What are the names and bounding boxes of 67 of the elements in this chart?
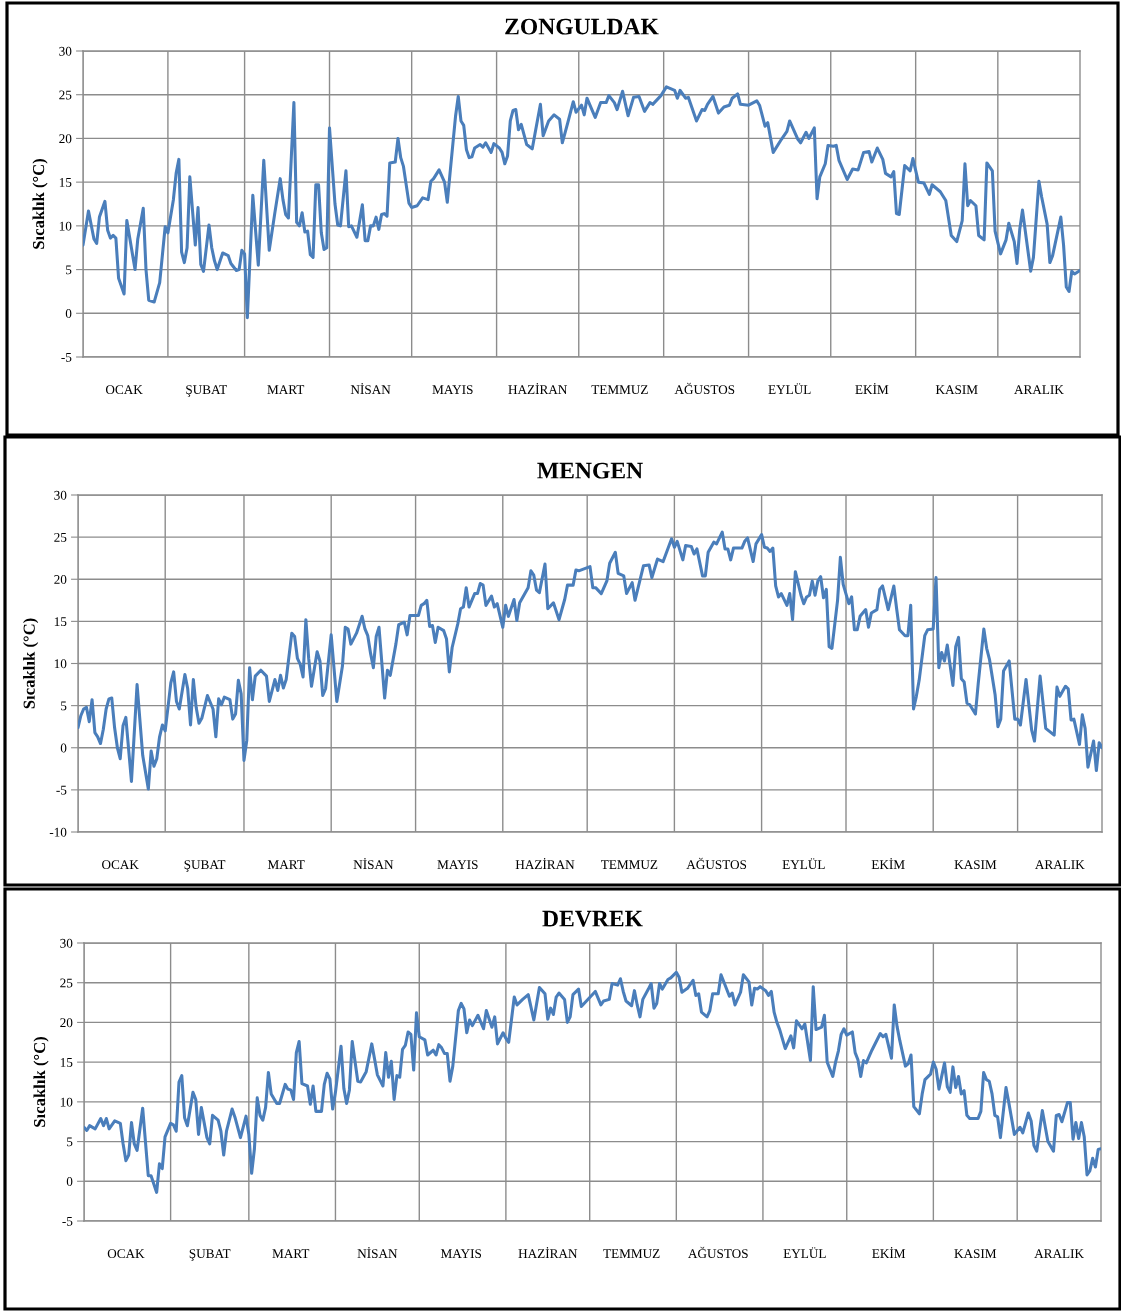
chart-title: MENGEN xyxy=(537,462,643,479)
y-tick-label: -10 xyxy=(49,827,67,837)
y-tick-label: 10 xyxy=(60,1097,73,1107)
x-tick-label: AĞUSTOS xyxy=(674,382,735,395)
x-tick-label: MART xyxy=(272,1249,310,1258)
x-tick-label: NİSAN xyxy=(350,383,391,395)
x-tick-label: KASIM xyxy=(954,860,997,870)
x-tick-label: MART xyxy=(267,860,305,869)
y-tick-label: 5 xyxy=(66,265,72,275)
y-tick-label: 30 xyxy=(60,938,73,948)
y-axis-title: Sıcaklık (°C) xyxy=(33,1037,49,1127)
y-tick-label: 30 xyxy=(54,490,67,500)
y-tick-label: 20 xyxy=(59,134,72,144)
x-tick-label: EKİM xyxy=(871,858,905,869)
y-tick-label: 25 xyxy=(54,532,67,542)
x-tick-label: HAZİRAN xyxy=(515,858,575,869)
x-tick-label: ŞUBAT xyxy=(189,1249,231,1261)
y-tick-label: 20 xyxy=(60,1018,73,1028)
x-tick-label: TEMMUZ xyxy=(591,385,648,395)
x-tick-label: MAYIS xyxy=(440,1249,482,1259)
y-axis-title: Sıcaklık (°C) xyxy=(32,159,48,249)
y-tick-label: -5 xyxy=(61,352,72,362)
x-tick-label: HAZİRAN xyxy=(508,383,568,394)
y-tick-label: 15 xyxy=(59,178,72,187)
y-tick-label: 10 xyxy=(54,659,67,669)
chart-title: DEVREK xyxy=(542,910,643,927)
x-tick-label: KASIM xyxy=(935,385,978,395)
y-tick-label: 0 xyxy=(60,743,67,753)
x-tick-label: ŞUBAT xyxy=(186,385,227,397)
x-tick-label: ŞUBAT xyxy=(184,860,226,872)
y-tick-label: 5 xyxy=(61,701,67,711)
y-tick-label: 0 xyxy=(65,309,72,318)
x-tick-label: KASIM xyxy=(954,1249,997,1259)
y-tick-label: 25 xyxy=(60,978,73,988)
y-tick-label: 30 xyxy=(59,46,72,56)
x-tick-label: AĞUSTOS xyxy=(688,1246,748,1259)
y-tick-label: 15 xyxy=(60,1058,73,1067)
x-tick-label: OCAK xyxy=(102,860,139,870)
y-tick-label: 5 xyxy=(67,1137,73,1147)
x-tick-label: ARALIK xyxy=(1034,1249,1084,1258)
x-tick-label: MAYIS xyxy=(437,860,478,870)
chart-title: ZONGULDAK xyxy=(505,18,659,35)
x-tick-label: TEMMUZ xyxy=(603,1249,660,1259)
x-tick-label: OCAK xyxy=(105,385,143,395)
y-tick-label: 25 xyxy=(59,90,72,100)
y-tick-label: 0 xyxy=(66,1177,73,1186)
x-tick-label: EKİM xyxy=(872,1247,906,1258)
x-tick-label: HAZİRAN xyxy=(518,1247,578,1258)
x-tick-label: EKİM xyxy=(855,383,889,394)
y-axis-title: Sıcaklık (°C) xyxy=(23,618,39,709)
x-tick-label: TEMMUZ xyxy=(601,860,658,870)
x-tick-label: EYLÜL xyxy=(783,1247,826,1259)
x-tick-label: ARALIK xyxy=(1014,385,1064,394)
y-tick-label: 20 xyxy=(54,575,67,584)
y-tick-label: 10 xyxy=(59,221,72,231)
y-tick-label: -5 xyxy=(62,1216,73,1226)
y-tick-label: -5 xyxy=(56,785,67,795)
x-tick-label: NİSAN xyxy=(357,1247,398,1259)
x-tick-label: ARALIK xyxy=(1035,860,1085,869)
x-tick-label: NİSAN xyxy=(353,858,394,870)
y-tick-label: 15 xyxy=(54,617,67,627)
x-tick-label: OCAK xyxy=(107,1249,145,1259)
x-tick-label: AĞUSTOS xyxy=(686,857,747,870)
x-tick-label: MAYIS xyxy=(432,385,473,395)
x-tick-label: MART xyxy=(267,385,305,394)
x-tick-label: EYLÜL xyxy=(782,858,825,870)
x-tick-label: EYLÜL xyxy=(768,383,811,395)
